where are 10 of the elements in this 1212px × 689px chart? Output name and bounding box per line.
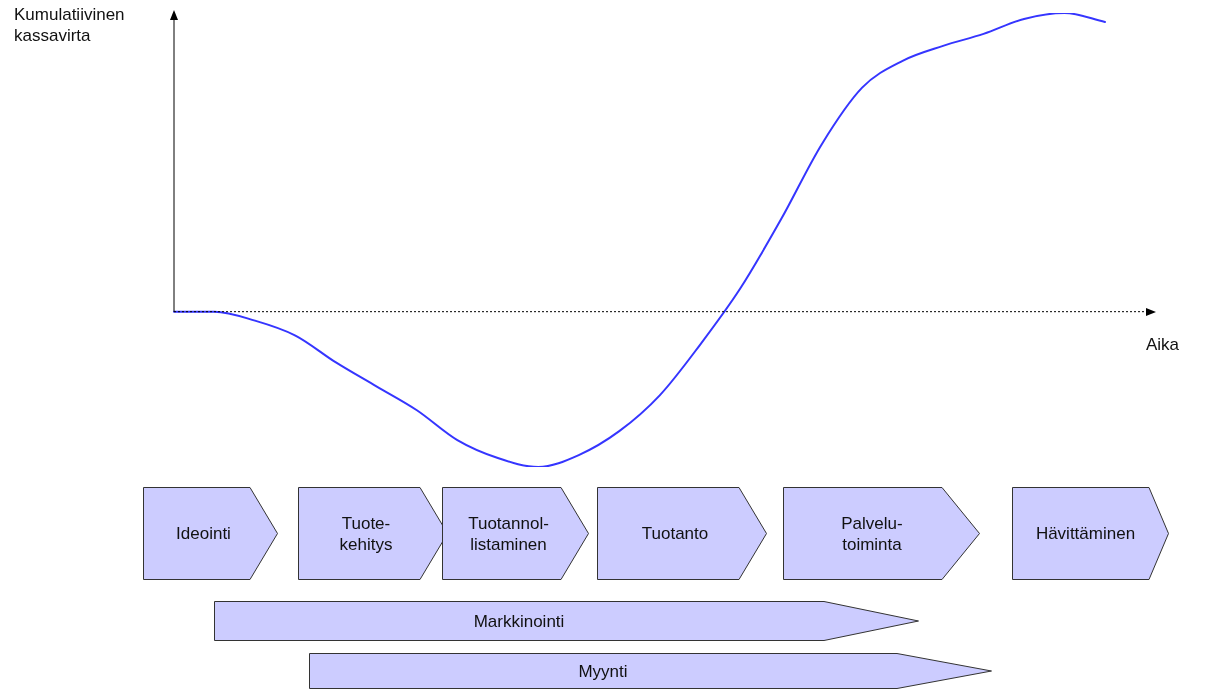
text: Hävittäminen [1034,523,1137,545]
text: Myynti [577,660,629,683]
text: Ideointi [175,523,232,545]
text: Tuotannol- listaminen [467,512,550,556]
x-axis-title: Aika [1146,334,1180,355]
text: Markkinointi [472,610,566,633]
text: Palvelu- toiminta [840,512,904,556]
text: Tuote- kehitys [338,512,394,556]
text: Tuotanto [640,523,710,545]
y-axis-title: Kumulatiivinen kassavirta [14,4,126,46]
